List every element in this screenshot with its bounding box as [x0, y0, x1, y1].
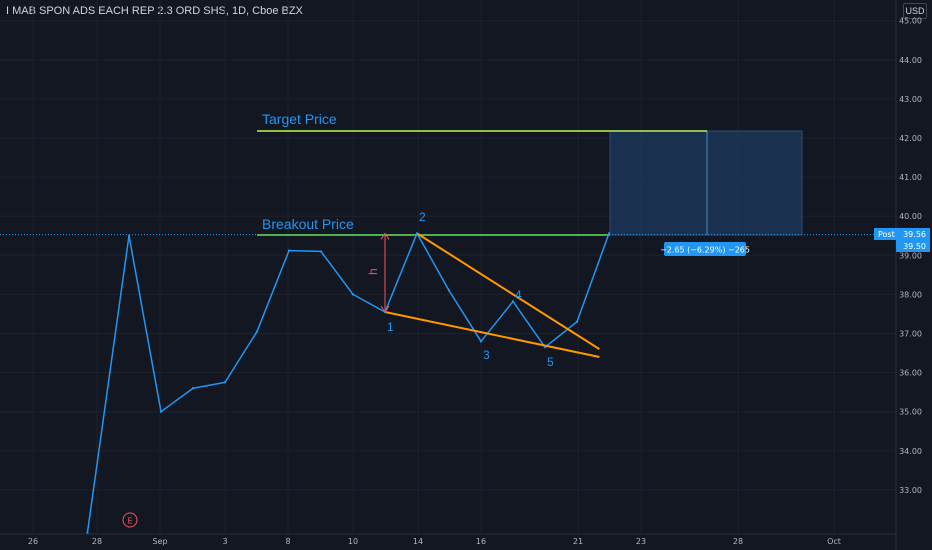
wave-label-3: 3	[483, 348, 490, 362]
y-tick-label: 40.00	[899, 212, 922, 221]
last-price-tag: 39.50	[896, 240, 930, 252]
x-tick-label: 28	[92, 537, 102, 546]
y-tick-label: 43.00	[899, 95, 922, 104]
earnings-marker-label: E	[127, 517, 132, 526]
x-tick-label: 21	[573, 537, 583, 546]
price-point	[543, 345, 547, 349]
price-point	[223, 381, 227, 384]
x-tick-label: 3	[222, 537, 227, 546]
y-tick-label: 33.00	[899, 486, 922, 495]
x-tick-label: Oct	[827, 537, 841, 546]
price-point	[479, 340, 483, 343]
lower-trendline	[384, 311, 600, 358]
wave-label-5: 5	[547, 355, 554, 369]
y-tick-label: 45.00	[899, 17, 922, 26]
last-tag-price: 39.50	[903, 242, 926, 251]
price-point	[415, 232, 419, 235]
target-price-label: Target Price	[262, 111, 337, 127]
price-point	[447, 289, 451, 292]
upper-trendline	[416, 232, 600, 350]
price-point	[127, 234, 131, 237]
price-point	[607, 232, 611, 235]
y-tick-label: 38.00	[899, 290, 922, 299]
x-tick-label: 10	[348, 537, 358, 546]
x-tick-label: 14	[413, 537, 423, 546]
x-tick-label: Sep	[152, 537, 167, 546]
post-price-tag: Post 39.56	[874, 228, 930, 240]
price-point	[191, 387, 195, 390]
wave-label-2: 2	[419, 210, 426, 224]
x-tick-label: 8	[285, 537, 290, 546]
price-point	[511, 300, 515, 303]
y-tick-label: 39.00	[899, 251, 922, 260]
y-tick-label: 37.00	[899, 330, 922, 339]
price-point	[159, 410, 163, 413]
projection-box	[609, 130, 803, 236]
wave-label-4: 4	[515, 288, 522, 302]
price-point	[287, 249, 291, 252]
x-tick-label: 23	[636, 537, 646, 546]
y-tick-label: 41.00	[899, 173, 922, 182]
price-point	[255, 330, 259, 333]
y-tick-label: 44.00	[899, 56, 922, 65]
breakout-price-label: Breakout Price	[262, 216, 354, 232]
y-tick-label: 36.00	[899, 369, 922, 378]
post-tag-label: Post	[878, 230, 895, 239]
measure-badge-text: −2.65 (−6.29%) −265	[660, 246, 750, 255]
height-arrow-head-top	[380, 232, 390, 240]
currency-toggle[interactable]: USD	[903, 3, 927, 19]
wave-label-1: 1	[387, 320, 394, 334]
price-point	[575, 320, 579, 323]
chart-title: I MAB SPON ADS EACH REP 2.3 ORD SHS, 1D,…	[6, 5, 303, 17]
x-tick-label: 26	[28, 537, 38, 546]
price-point	[383, 310, 387, 314]
height-label: h	[366, 268, 380, 275]
post-tag-price: 39.56	[903, 230, 926, 239]
y-tick-label: 35.00	[899, 408, 922, 417]
price-point	[351, 293, 355, 296]
x-tick-label: 16	[476, 537, 486, 546]
x-tick-label: 28	[733, 537, 743, 546]
y-tick-label: 34.00	[899, 447, 922, 456]
y-tick-label: 42.00	[899, 134, 922, 143]
measure-badge: −2.65 (−6.29%) −265	[660, 242, 750, 256]
price-line	[86, 232, 610, 534]
price-point	[319, 250, 323, 253]
earnings-marker[interactable]: E	[122, 512, 138, 528]
